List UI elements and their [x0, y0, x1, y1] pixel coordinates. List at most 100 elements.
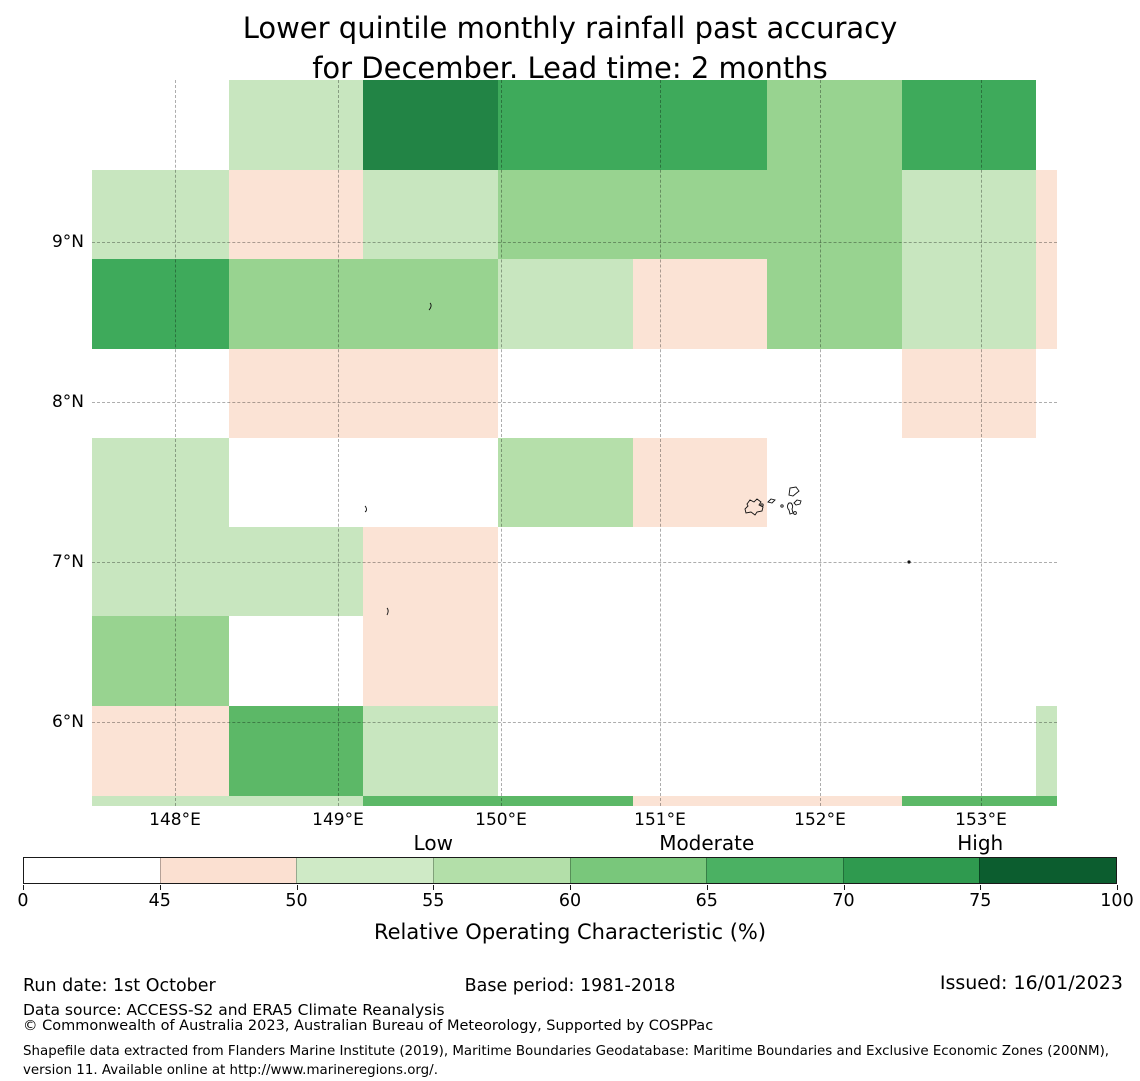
map-cell	[633, 170, 767, 259]
parallel-gridline	[92, 562, 1057, 563]
map-cell	[92, 527, 229, 616]
colorbar-tick	[159, 885, 161, 890]
map-cell	[767, 170, 902, 259]
run-date-text: Run date: 1st October	[23, 976, 216, 996]
map-cell	[363, 349, 498, 438]
map-cell	[633, 796, 767, 806]
meridian-gridline	[820, 80, 821, 806]
map-cell	[92, 438, 229, 527]
colorbar-tick	[296, 885, 298, 890]
x-tick-label: 148°E	[149, 810, 201, 830]
map-cell	[498, 170, 633, 259]
colorbar-tick-label: 55	[422, 891, 445, 911]
map-cell	[229, 616, 363, 706]
map-cell	[92, 616, 229, 706]
meridian-gridline	[501, 80, 502, 806]
map-cell	[229, 438, 363, 527]
copyright-text: © Commonwealth of Australia 2023, Austra…	[23, 1018, 714, 1034]
map-cell	[1036, 706, 1057, 796]
map-cell	[498, 259, 633, 349]
colorbar-tick	[23, 885, 24, 890]
map-cell	[1036, 527, 1057, 616]
map-cell	[229, 706, 363, 796]
chart-title: Lower quintile monthly rainfall past acc…	[0, 8, 1140, 88]
map-cell	[1036, 349, 1057, 438]
map-cell	[633, 706, 767, 796]
map-cell	[902, 170, 1036, 259]
map-cell	[229, 796, 363, 806]
map-cell	[767, 349, 902, 438]
parallel-gridline	[92, 402, 1057, 403]
parallel-gridline	[92, 242, 1057, 243]
map-cell	[902, 349, 1036, 438]
colorbar-tick	[980, 885, 982, 890]
map-cell	[92, 349, 229, 438]
x-tick-label: 149°E	[312, 810, 364, 830]
x-tick-label: 151°E	[634, 810, 686, 830]
map-cell	[363, 170, 498, 259]
map-cell	[902, 616, 1036, 706]
x-tick-label: 152°E	[794, 810, 846, 830]
map-cell	[229, 170, 363, 259]
meridian-gridline	[660, 80, 661, 806]
map-cell	[633, 616, 767, 706]
meridian-gridline	[175, 80, 176, 806]
map-cell	[1036, 438, 1057, 527]
map-cell	[363, 80, 498, 170]
colorbar-tick	[570, 885, 571, 890]
map-cell	[363, 527, 498, 616]
colorbar-tick	[433, 885, 435, 890]
colorbar-tick-label: 65	[695, 891, 718, 911]
map-cell	[767, 259, 902, 349]
map-cell	[92, 259, 229, 349]
colorbar-axis-label: Relative Operating Characteristic (%)	[373, 920, 767, 944]
meridian-gridline	[338, 80, 339, 806]
map-cell	[498, 438, 633, 527]
map-cell	[767, 706, 902, 796]
colorbar-tick-label: 100	[1100, 891, 1134, 911]
colorbar-segment	[979, 858, 1116, 883]
colorbar-tick	[706, 885, 708, 890]
map-cell	[498, 349, 633, 438]
data-source-text: Data source: ACCESS-S2 and ERA5 Climate …	[23, 1001, 445, 1019]
map-cell	[363, 796, 498, 806]
colorbar-tick-label: 45	[148, 891, 171, 911]
map-area	[92, 80, 1057, 806]
colorbar-tick-label: 60	[558, 891, 582, 911]
colorbar-tick-label: 75	[969, 891, 992, 911]
map-cell	[498, 527, 633, 616]
map-cell	[902, 706, 1036, 796]
colorbar-tick	[843, 885, 845, 890]
colorbar-segment	[569, 858, 707, 883]
chart-title-line1: Lower quintile monthly rainfall past acc…	[242, 11, 898, 45]
x-tick-label: 150°E	[475, 810, 527, 830]
colorbar-segment	[706, 858, 843, 883]
colorbar-segment	[159, 858, 297, 883]
map-cell	[633, 438, 767, 527]
map-cell	[1036, 259, 1057, 349]
colorbar-segment	[432, 858, 570, 883]
map-cell	[229, 349, 363, 438]
map-cell	[767, 527, 902, 616]
map-cell	[767, 616, 902, 706]
map-cell	[1036, 796, 1057, 806]
map-cell	[229, 527, 363, 616]
map-cell	[1036, 616, 1057, 706]
map-cell	[633, 527, 767, 616]
base-period-text: Base period: 1981-2018	[464, 976, 676, 996]
map-cell	[633, 259, 767, 349]
colorbar-class-label: Low	[413, 831, 453, 855]
map-cell	[767, 796, 902, 806]
colorbar-segment	[842, 858, 980, 883]
map-cell	[902, 80, 1036, 170]
map-cell	[633, 80, 767, 170]
colorbar	[23, 857, 1117, 884]
shapefile-note-text: Shapefile data extracted from Flanders M…	[23, 1044, 1110, 1079]
map-cell	[902, 796, 1036, 806]
map-cell	[229, 80, 363, 170]
colorbar-segment	[296, 858, 433, 883]
map-cell	[902, 438, 1036, 527]
map-cell	[902, 527, 1036, 616]
map-cell	[363, 438, 498, 527]
y-tick-label: 7°N	[51, 552, 84, 572]
